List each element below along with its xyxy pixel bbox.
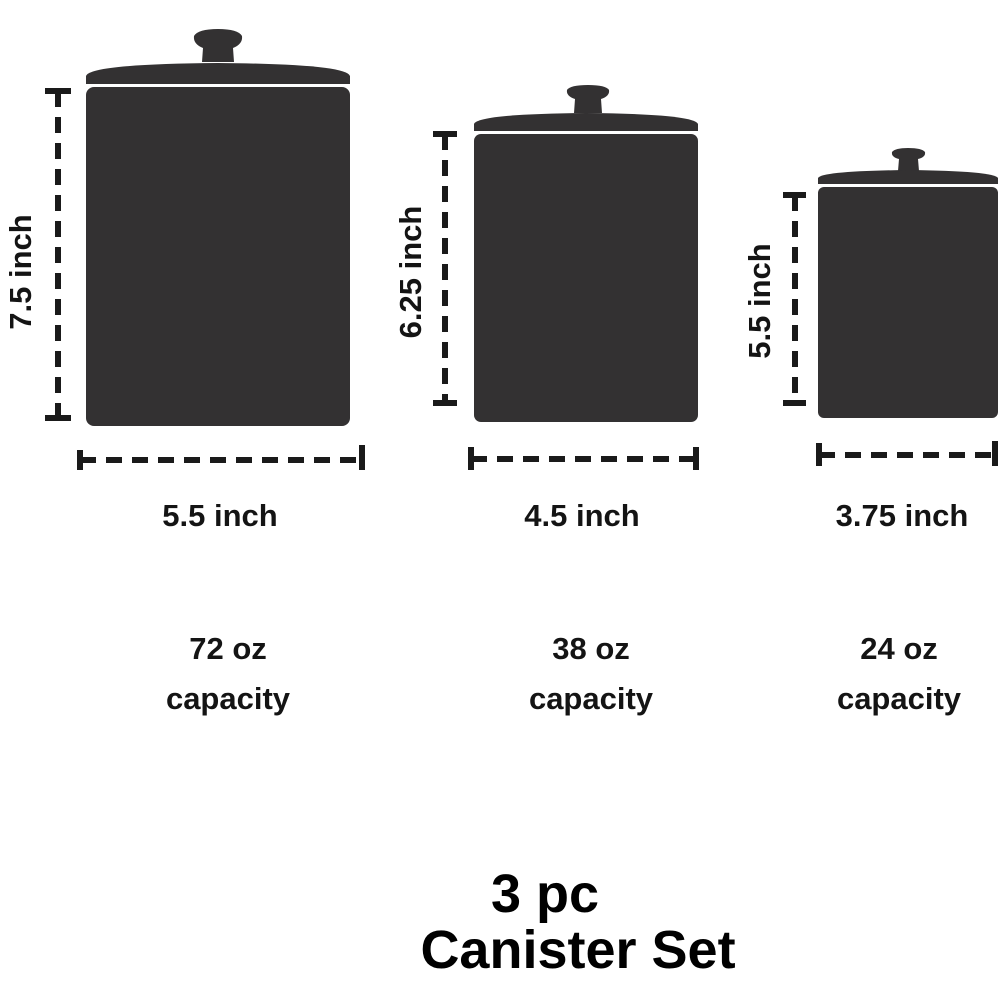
capacity-amount: 24 oz — [860, 631, 938, 666]
knob — [193, 29, 243, 62]
capacity-word: capacity — [529, 681, 654, 716]
width-label: 5.5 inch — [162, 498, 277, 533]
lid — [86, 63, 350, 84]
width-dimension-line — [77, 445, 365, 470]
title-line-2: Canister Set — [420, 920, 735, 980]
title-line-1: 3 pc — [491, 864, 599, 924]
canister-small: 5.5 inch 3.75 inch 24 oz capacity — [742, 148, 998, 716]
canister-medium: 6.25 inch 4.5 inch 38 oz capacity — [393, 85, 699, 716]
knob — [891, 148, 926, 171]
lid — [474, 113, 698, 131]
capacity-word: capacity — [166, 681, 291, 716]
canister-large: 7.5 inch 5.5 inch 72 oz capacity — [3, 29, 365, 716]
width-label: 4.5 inch — [524, 498, 639, 533]
height-label: 7.5 inch — [3, 214, 38, 329]
capacity-amount: 72 oz — [189, 631, 267, 666]
height-dimension-line — [783, 192, 806, 406]
width-dimension-line — [468, 447, 699, 470]
capacity-word: capacity — [837, 681, 962, 716]
height-label: 6.25 inch — [393, 206, 428, 339]
body — [818, 187, 998, 418]
body — [86, 87, 350, 426]
width-dimension-line — [816, 441, 998, 466]
body — [474, 134, 698, 422]
knob — [566, 85, 610, 113]
height-label: 5.5 inch — [742, 243, 777, 358]
height-dimension-line — [45, 88, 71, 421]
width-label: 3.75 inch — [836, 498, 969, 533]
lid — [818, 170, 998, 184]
height-dimension-line — [433, 131, 457, 406]
capacity-amount: 38 oz — [552, 631, 630, 666]
